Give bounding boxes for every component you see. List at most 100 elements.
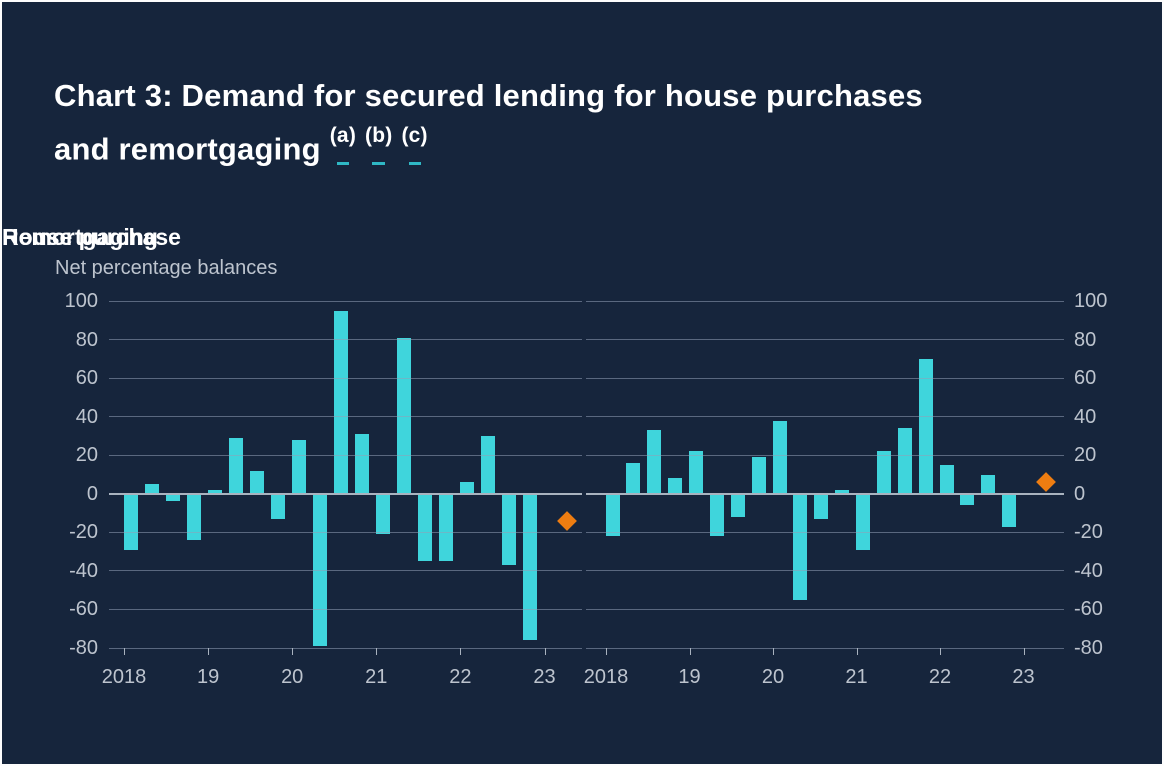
x-axis-label-19: 19 — [196, 666, 220, 688]
x-axis-label-22: 22 — [928, 666, 952, 688]
x-axis-tick — [856, 648, 858, 655]
bar-2021-q1 — [856, 493, 870, 550]
bar-2020-q4 — [835, 489, 850, 494]
gridline--60 — [109, 608, 582, 610]
footnote-link-c[interactable]: (c) — [401, 124, 428, 165]
bar-2022-q3 — [501, 493, 516, 566]
bar-2019-q4 — [751, 457, 766, 494]
y-axis-label-0: 0 — [86, 482, 98, 505]
bar-2020-q3 — [814, 493, 829, 519]
x-axis-tick — [376, 648, 378, 655]
gridline-80 — [586, 339, 1064, 341]
x-axis-label-23: 23 — [533, 666, 556, 688]
bar-2021-q4 — [918, 358, 933, 494]
bar-2018-q3 — [165, 493, 180, 502]
y-axis-label--40: -40 — [1074, 559, 1103, 582]
y-axis-label--80: -80 — [69, 637, 98, 659]
gridline--40 — [586, 570, 1064, 572]
bar-2020-q3 — [333, 310, 348, 494]
x-axis-tick — [1023, 648, 1025, 655]
y-axis-label--20: -20 — [69, 521, 98, 544]
x-axis-label-21: 21 — [365, 666, 388, 688]
zero-axis-line — [109, 492, 582, 495]
bar-2018-q3 — [647, 430, 662, 494]
expectation-diamond — [1035, 472, 1056, 493]
x-axis-tick — [208, 648, 210, 655]
zero-axis-line — [586, 492, 1064, 495]
y-axis-label--20: -20 — [1074, 521, 1103, 544]
x-axis-label-19: 19 — [678, 666, 701, 688]
gridline--20 — [109, 531, 582, 533]
remortgaging-plot: 2018 19 20 21 22 23 — [584, 300, 1064, 688]
expectation-diamond — [556, 510, 577, 531]
chart-title-line1: Chart 3: Demand for secured lending for … — [54, 77, 923, 113]
x-axis-label-2018: 2018 — [101, 666, 147, 688]
bar-2022-q2 — [480, 435, 495, 494]
bar-2022-q1 — [939, 464, 954, 494]
bar-2018-q1 — [123, 493, 138, 550]
bar-2019-q4 — [270, 493, 285, 519]
gridline--20 — [586, 531, 1064, 533]
bar-2020-q1 — [291, 439, 306, 494]
bar-2018-q2 — [144, 484, 159, 494]
gridline-20 — [109, 454, 582, 456]
y-axis-label--80: -80 — [1074, 637, 1103, 659]
bar-2018-q1 — [605, 493, 620, 537]
gridline-40 — [586, 416, 1064, 418]
bar-2022-q2 — [960, 493, 975, 506]
x-axis-label-22: 22 — [449, 666, 472, 688]
x-axis-tick — [124, 648, 125, 655]
bar-2022-q4 — [1002, 493, 1017, 527]
bar-2021-q1 — [375, 493, 390, 535]
gridline--80 — [586, 647, 1064, 649]
x-axis-label-21: 21 — [845, 666, 868, 688]
x-axis-tick — [940, 648, 941, 655]
gridline-20 — [586, 454, 1064, 456]
y-axis-label-100: 100 — [64, 290, 98, 312]
bar-2022-q3 — [981, 474, 996, 494]
bar-2019-q2 — [709, 493, 724, 537]
y-axis-label-80: 80 — [75, 328, 98, 351]
y-axis-label-20: 20 — [1074, 444, 1097, 467]
bar-2018-q4 — [668, 478, 683, 494]
bar-2021-q3 — [897, 428, 912, 494]
y-axis-label-0: 0 — [1074, 482, 1086, 505]
gridline--60 — [586, 608, 1064, 610]
gridline-100 — [109, 300, 582, 302]
bar-2021-q3 — [417, 493, 432, 562]
bar-2019-q1 — [207, 489, 222, 494]
x-axis-tick — [292, 648, 294, 655]
x-axis-tick — [460, 648, 462, 655]
y-axis-label-40: 40 — [75, 405, 98, 428]
gridline-60 — [586, 377, 1064, 379]
gridline-100 — [586, 300, 1064, 302]
y-axis-label-100: 100 — [1074, 290, 1108, 312]
bar-2020-q2 — [793, 493, 808, 600]
bar-2018-q4 — [186, 493, 201, 541]
chart-title: Chart 3: Demand for secured lending for … — [54, 73, 923, 172]
x-axis-label-20: 20 — [281, 666, 304, 688]
y-axis-label--60: -60 — [69, 598, 98, 621]
bar-2018-q2 — [626, 462, 641, 494]
x-axis-label-2018: 2018 — [583, 666, 629, 688]
bar-2021-q4 — [438, 493, 453, 562]
gridline-60 — [109, 377, 582, 379]
panel-title-remortgaging: Remortgaging — [2, 224, 158, 250]
bar-2020-q1 — [772, 420, 787, 494]
bar-2022-q1 — [459, 482, 474, 494]
gridline--40 — [109, 570, 582, 572]
footnote-link-b[interactable]: (b) — [365, 124, 392, 165]
bar-2020-q4 — [354, 434, 369, 494]
y-axis-label--60: -60 — [1074, 598, 1103, 621]
gridline-40 — [109, 416, 582, 418]
house-purchase-plot: 2018 19 20 21 22 23 — [102, 300, 582, 688]
footnote-link-a[interactable]: (a) — [330, 124, 356, 165]
x-axis-tick — [544, 648, 546, 655]
panel-title-house-purchase: House purchase — [2, 224, 181, 250]
x-axis-tick — [606, 648, 607, 655]
x-axis-label-20: 20 — [761, 666, 785, 688]
x-axis-tick — [773, 648, 774, 655]
y-axis-label-60: 60 — [75, 367, 98, 390]
y-axis-label-20: 20 — [75, 444, 98, 467]
y-axis-unit-label: Net percentage balances — [55, 257, 278, 279]
